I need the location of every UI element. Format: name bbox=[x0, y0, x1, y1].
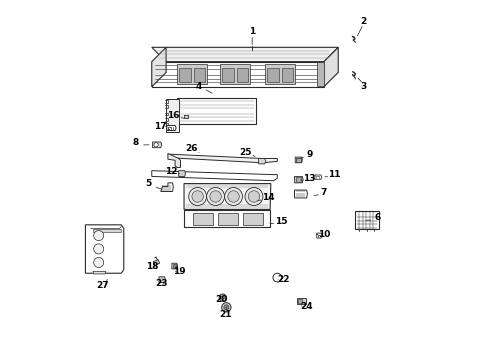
Bar bbox=[243, 213, 263, 225]
Circle shape bbox=[228, 191, 239, 202]
Text: 12: 12 bbox=[165, 167, 178, 176]
Polygon shape bbox=[172, 263, 177, 269]
Text: 20: 20 bbox=[216, 294, 228, 303]
Text: 6: 6 bbox=[374, 213, 381, 222]
Polygon shape bbox=[152, 62, 324, 87]
Text: 9: 9 bbox=[306, 150, 313, 159]
Polygon shape bbox=[152, 171, 277, 181]
Text: 25: 25 bbox=[240, 148, 252, 157]
Text: 4: 4 bbox=[195, 82, 201, 91]
Circle shape bbox=[224, 188, 243, 206]
Bar bbox=[93, 229, 122, 232]
Text: 7: 7 bbox=[321, 188, 327, 197]
Circle shape bbox=[219, 294, 226, 301]
Polygon shape bbox=[259, 158, 266, 164]
Circle shape bbox=[245, 188, 263, 206]
Bar bbox=[295, 177, 301, 182]
Polygon shape bbox=[184, 184, 271, 210]
Polygon shape bbox=[159, 277, 166, 283]
Text: 21: 21 bbox=[219, 310, 232, 319]
Circle shape bbox=[94, 257, 104, 267]
Text: 14: 14 bbox=[262, 193, 274, 202]
Text: 24: 24 bbox=[300, 302, 313, 311]
Circle shape bbox=[154, 143, 158, 147]
Bar bbox=[173, 264, 176, 268]
Bar bbox=[296, 158, 300, 162]
Bar bbox=[296, 158, 300, 162]
Bar bbox=[222, 68, 234, 82]
Polygon shape bbox=[168, 153, 180, 167]
Bar bbox=[355, 211, 379, 229]
Text: 3: 3 bbox=[360, 82, 367, 91]
Text: 11: 11 bbox=[328, 170, 340, 179]
Polygon shape bbox=[294, 176, 303, 183]
Circle shape bbox=[189, 188, 207, 206]
Text: 8: 8 bbox=[132, 138, 139, 147]
Polygon shape bbox=[152, 47, 166, 87]
Polygon shape bbox=[166, 99, 179, 132]
Bar bbox=[179, 68, 191, 82]
Bar bbox=[218, 213, 238, 225]
Polygon shape bbox=[85, 225, 124, 273]
Text: 13: 13 bbox=[303, 174, 316, 183]
Polygon shape bbox=[324, 47, 338, 87]
Bar bbox=[265, 64, 295, 84]
Circle shape bbox=[273, 273, 282, 282]
Polygon shape bbox=[317, 233, 322, 238]
Circle shape bbox=[221, 303, 231, 312]
Bar bbox=[193, 213, 213, 225]
Polygon shape bbox=[170, 154, 277, 163]
Polygon shape bbox=[295, 157, 302, 163]
Polygon shape bbox=[317, 62, 324, 86]
Bar bbox=[297, 298, 306, 304]
Text: 18: 18 bbox=[146, 262, 159, 271]
Circle shape bbox=[207, 188, 224, 206]
Bar bbox=[220, 64, 250, 84]
Bar bbox=[194, 68, 205, 82]
Polygon shape bbox=[179, 171, 186, 176]
Polygon shape bbox=[177, 98, 256, 125]
Text: 27: 27 bbox=[96, 281, 109, 290]
Circle shape bbox=[94, 230, 104, 240]
Polygon shape bbox=[161, 183, 173, 192]
Bar bbox=[177, 64, 207, 84]
Text: 17: 17 bbox=[154, 122, 167, 131]
Polygon shape bbox=[184, 211, 270, 227]
Text: 5: 5 bbox=[145, 179, 151, 188]
Polygon shape bbox=[93, 271, 106, 274]
Bar bbox=[298, 300, 302, 303]
Polygon shape bbox=[152, 142, 162, 148]
Circle shape bbox=[224, 305, 229, 310]
Polygon shape bbox=[294, 190, 307, 198]
Polygon shape bbox=[184, 116, 188, 118]
Text: 23: 23 bbox=[155, 279, 168, 288]
Polygon shape bbox=[167, 126, 176, 131]
Circle shape bbox=[210, 191, 221, 202]
Text: 1: 1 bbox=[249, 27, 255, 36]
Bar bbox=[267, 68, 279, 82]
Circle shape bbox=[192, 191, 203, 202]
Text: 16: 16 bbox=[167, 111, 179, 120]
Text: 19: 19 bbox=[173, 267, 186, 276]
Text: 2: 2 bbox=[360, 17, 367, 26]
Text: 15: 15 bbox=[274, 217, 287, 226]
Text: 10: 10 bbox=[318, 230, 330, 239]
Circle shape bbox=[221, 296, 224, 300]
Circle shape bbox=[248, 191, 260, 202]
Polygon shape bbox=[315, 175, 322, 179]
Text: 22: 22 bbox=[277, 275, 290, 284]
Bar bbox=[237, 68, 248, 82]
Polygon shape bbox=[153, 260, 160, 265]
Bar bbox=[282, 68, 293, 82]
Text: 26: 26 bbox=[186, 144, 198, 153]
Polygon shape bbox=[152, 47, 338, 62]
Circle shape bbox=[94, 244, 104, 254]
